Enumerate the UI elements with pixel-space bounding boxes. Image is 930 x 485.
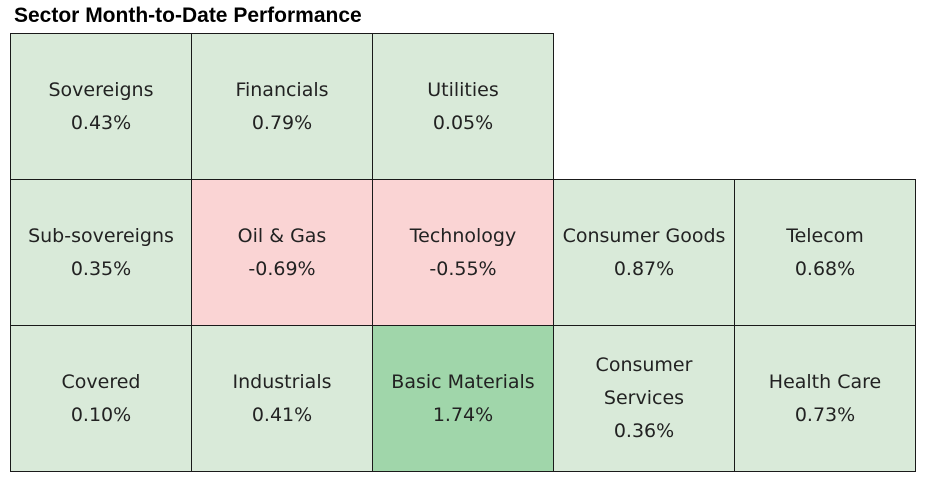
- heatmap-cell: Consumer Goods 0.87%: [553, 179, 735, 326]
- sector-value-label: 0.36%: [613, 420, 675, 442]
- sector-name-label: Health Care: [768, 370, 882, 393]
- sector-name-label: Sub-sovereigns: [28, 224, 174, 247]
- heatmap-cell: Technology -0.55%: [372, 179, 554, 326]
- sector-value-label: 0.05%: [432, 111, 494, 134]
- sector-name-label: Technology: [409, 224, 517, 247]
- sector-name-label: Oil & Gas: [237, 224, 327, 247]
- heatmap-cell: Oil & Gas -0.69%: [191, 179, 373, 326]
- heatmap-cell: Sovereigns 0.43%: [10, 33, 192, 180]
- heatmap-cell: Health Care 0.73%: [734, 325, 916, 472]
- sector-value-label: 0.87%: [613, 257, 675, 280]
- heatmap-cell: Telecom 0.68%: [734, 179, 916, 326]
- sector-name-label: Basic Materials: [391, 370, 535, 393]
- heatmap-cell: Industrials 0.41%: [191, 325, 373, 472]
- sector-name-label: Telecom: [786, 224, 864, 247]
- sector-name-label: Covered: [61, 370, 141, 393]
- heatmap-cell: Financials 0.79%: [191, 33, 373, 180]
- sector-name-label: Financials: [235, 78, 329, 101]
- sector-value-label: 1.74%: [432, 403, 494, 426]
- heatmap-cell: Utilities 0.05%: [372, 33, 554, 180]
- chart-title: Sector Month-to-Date Performance: [14, 4, 362, 27]
- sector-name-label: Sovereigns: [48, 78, 154, 101]
- sector-value-label: 0.79%: [251, 111, 313, 134]
- sector-value-label: 0.35%: [70, 257, 132, 280]
- sector-value-label: 0.41%: [251, 403, 313, 426]
- sector-value-label: 0.43%: [70, 111, 132, 134]
- sector-value-label: -0.69%: [248, 257, 316, 280]
- sector-value-label: 0.68%: [794, 257, 856, 280]
- sector-value-label: 0.73%: [794, 403, 856, 426]
- sector-name-label: Consumer Goods: [562, 224, 726, 247]
- sector-name-label: Industrials: [232, 370, 332, 393]
- sector-name-label: Consumer Services: [595, 354, 693, 409]
- heatmap-cell: Sub-sovereigns 0.35%: [10, 179, 192, 326]
- heatmap-cell: Covered 0.10%: [10, 325, 192, 472]
- sector-name-label: Utilities: [427, 78, 499, 101]
- heatmap-cell: Consumer Services 0.36%: [553, 325, 735, 472]
- sector-value-label: 0.10%: [70, 403, 132, 426]
- sector-value-label: -0.55%: [429, 257, 497, 280]
- heatmap-cell: Basic Materials 1.74%: [372, 325, 554, 472]
